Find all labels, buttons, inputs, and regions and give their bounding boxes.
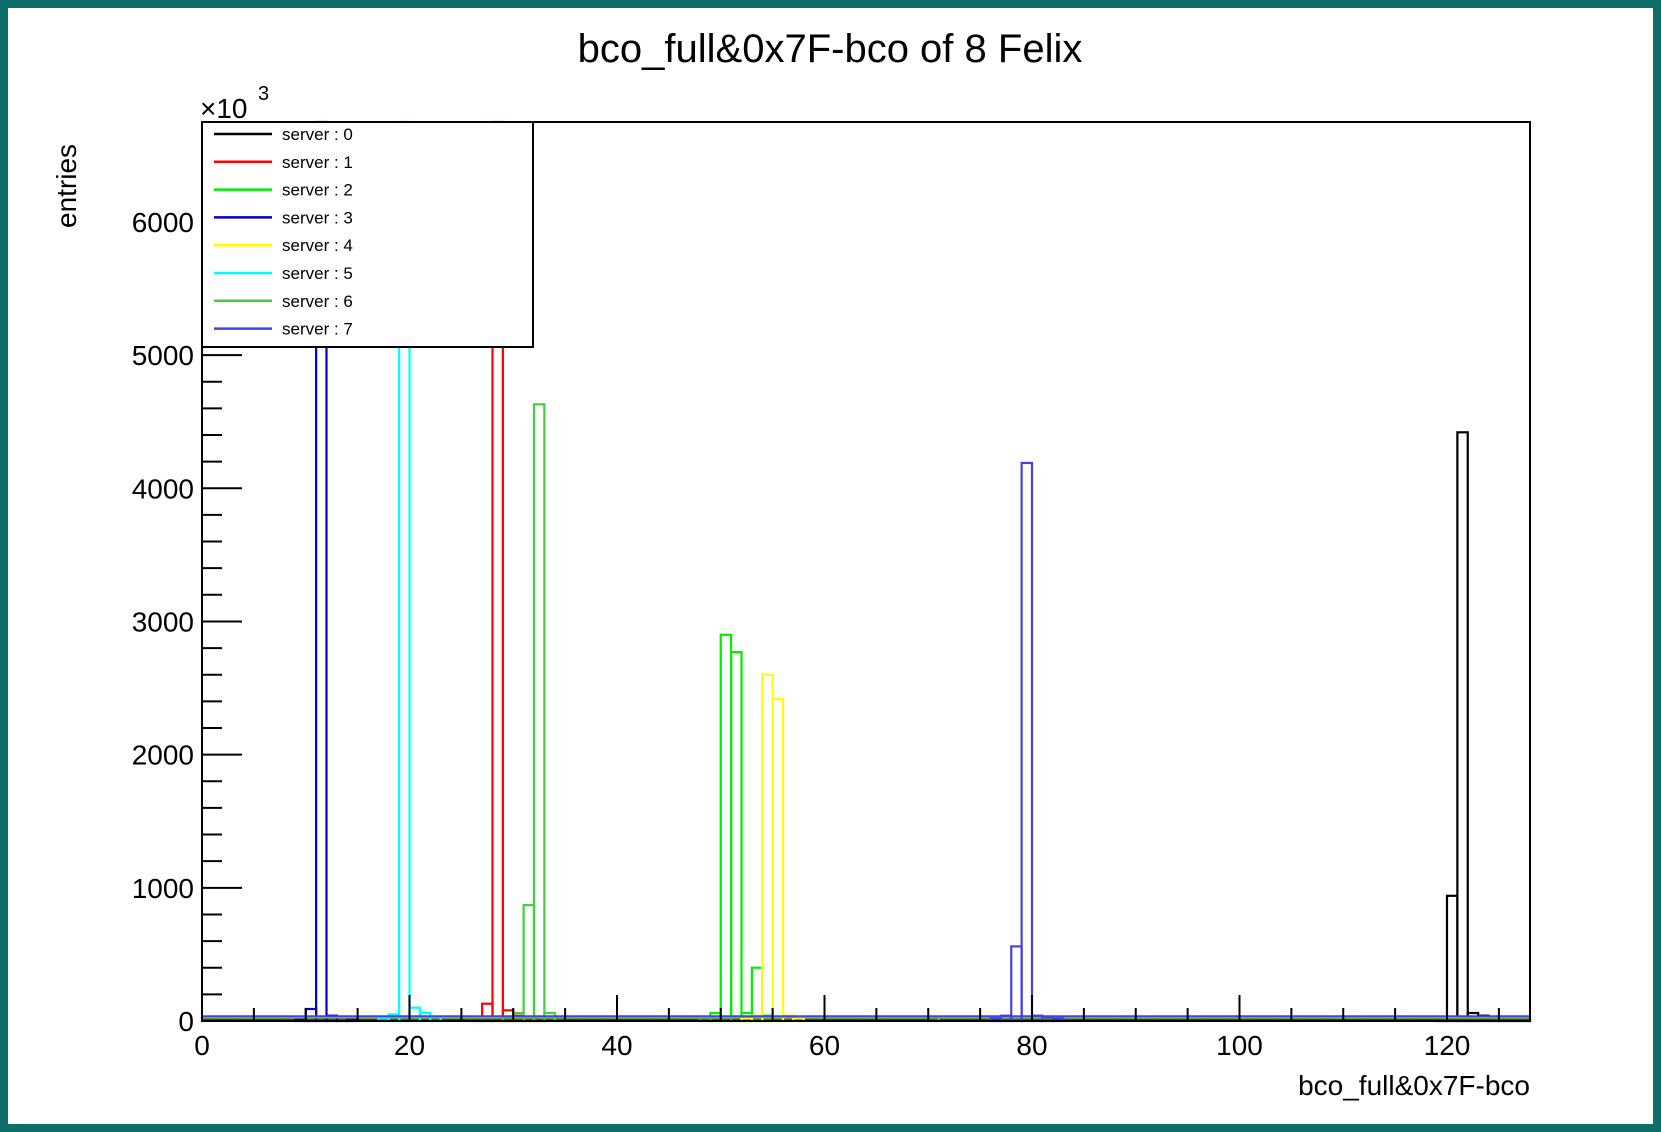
y-multiplier-base: ×10 bbox=[200, 93, 248, 124]
legend-entry: server : 5 bbox=[214, 264, 353, 283]
legend-label: server : 5 bbox=[282, 264, 353, 283]
chart-title: bco_full&0x7F-bco of 8 Felix bbox=[578, 27, 1083, 71]
y-multiplier-exponent: 3 bbox=[258, 83, 269, 105]
legend-entry: server : 0 bbox=[214, 125, 353, 144]
legend-entry: server : 1 bbox=[214, 153, 353, 172]
x-tick-label: 0 bbox=[194, 1030, 210, 1061]
legend: server : 0 server : 1 server : 2 server : 3… bbox=[201, 121, 534, 348]
legend-label: server : 0 bbox=[282, 125, 353, 144]
y-multiplier: ×10 3 bbox=[200, 83, 269, 124]
legend-label: server : 6 bbox=[282, 292, 353, 311]
x-tick-label: 20 bbox=[394, 1030, 425, 1061]
x-tick-label: 60 bbox=[809, 1030, 840, 1061]
legend-label: server : 7 bbox=[282, 320, 353, 339]
x-tick-label: 40 bbox=[601, 1030, 632, 1061]
legend-entry: server : 6 bbox=[214, 292, 353, 311]
plot-frame bbox=[201, 121, 1531, 1022]
legend-label: server : 4 bbox=[282, 236, 353, 255]
y-tick-label: 4000 bbox=[132, 473, 194, 504]
x-axis-label: bco_full&0x7F-bco bbox=[1298, 1070, 1530, 1101]
x-tick-label: 100 bbox=[1216, 1030, 1263, 1061]
y-tick-label: 6000 bbox=[132, 207, 194, 238]
x-tick-label: 120 bbox=[1424, 1030, 1471, 1061]
y-tick-label: 0 bbox=[178, 1006, 194, 1037]
axes: 0 20 40 60 80 100 120 0 1000 2000 3000 4000 5000 6000 bbox=[132, 140, 1500, 1061]
y-tick-label: 3000 bbox=[132, 606, 194, 637]
legend-label: server : 2 bbox=[282, 181, 353, 200]
legend-entry: server : 3 bbox=[214, 208, 353, 227]
legend-entry: server : 4 bbox=[214, 236, 353, 255]
x-tick-label: 80 bbox=[1016, 1030, 1047, 1061]
legend-box bbox=[201, 121, 534, 348]
legend-entry: server : 2 bbox=[214, 181, 353, 200]
y-tick-label: 2000 bbox=[132, 740, 194, 771]
legend-entry: server : 7 bbox=[214, 320, 353, 339]
legend-label: server : 1 bbox=[282, 153, 353, 172]
y-tick-label: 5000 bbox=[132, 340, 194, 371]
legend-entries: server : 0 server : 1 server : 2 server : 3… bbox=[214, 125, 353, 339]
y-tick-label: 1000 bbox=[132, 873, 194, 904]
legend-label: server : 3 bbox=[282, 208, 353, 227]
y-axis-label: entries bbox=[51, 144, 82, 228]
